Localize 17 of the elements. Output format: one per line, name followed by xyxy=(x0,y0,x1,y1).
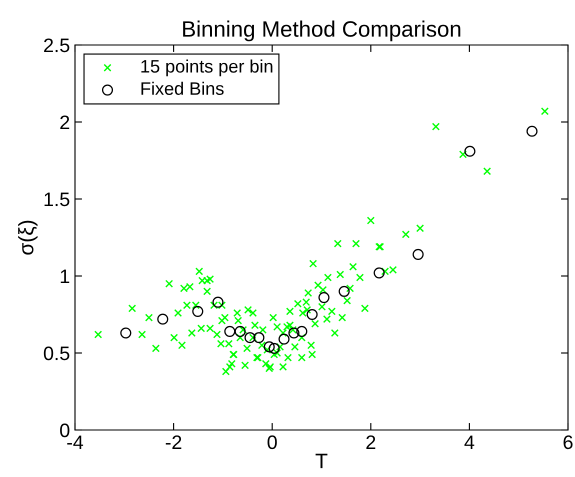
y-tick-label: 0.5 xyxy=(44,346,70,360)
x-axis-title: T xyxy=(316,454,328,468)
x-tick-label: -4 xyxy=(67,436,84,449)
chart-title: Binning Method Comparison xyxy=(183,20,460,42)
y-tick-label: 1 xyxy=(60,270,70,284)
x-tick-label: -2 xyxy=(166,435,182,449)
x-tick-label: 0 xyxy=(268,435,277,450)
y-tick-label: 1.5 xyxy=(44,192,70,206)
legend-label: Fixed Bins xyxy=(141,82,224,95)
y-axis-title: σ(ξ) xyxy=(18,220,38,255)
y-tick-label: 0 xyxy=(60,423,70,438)
legend-label: 15 points per bin xyxy=(141,59,272,76)
y-tick-label: 2.5 xyxy=(44,38,70,52)
y-tick-label: 2 xyxy=(60,115,70,130)
x-tick-label: 2 xyxy=(366,435,376,449)
x-tick-label: 4 xyxy=(464,436,474,449)
x-tick-label: 6 xyxy=(564,435,573,450)
